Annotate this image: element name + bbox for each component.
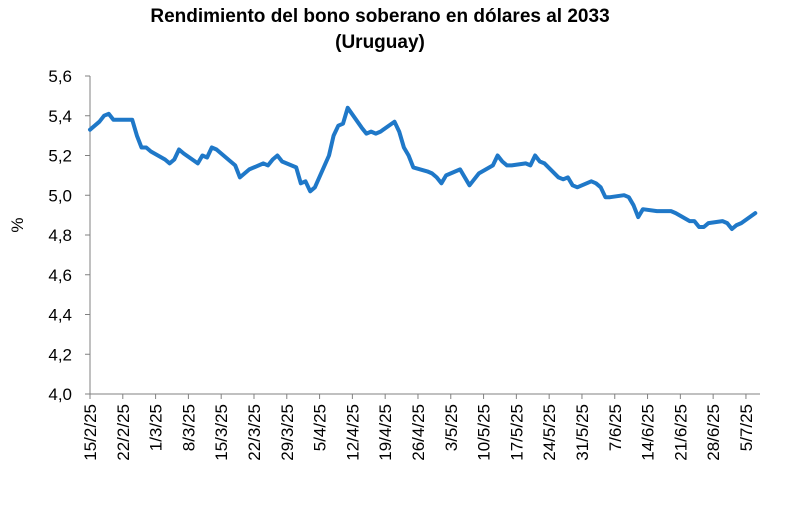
x-tick-label: 8/3/25	[179, 404, 198, 451]
y-tick-label: 4,8	[48, 226, 72, 245]
x-tick-label: 21/6/25	[671, 404, 690, 461]
x-tick-label: 19/4/25	[376, 404, 395, 461]
x-tick-label: 28/6/25	[704, 404, 723, 461]
y-tick-label: 4,6	[48, 266, 72, 285]
y-axis: 4,0 4,2 4,4 4,6 4,8 5,0 5,2 5,4 5,6	[48, 67, 91, 404]
y-tick-label: 5,2	[48, 147, 72, 166]
x-tick-label: 15/3/25	[212, 404, 231, 461]
x-tick-label: 7/6/25	[606, 404, 625, 451]
chart-subtitle: (Uruguay)	[335, 32, 425, 53]
y-tick-label: 5,4	[48, 107, 72, 126]
x-axis: 15/2/25 22/2/25 1/3/25 8/3/25 15/3/25 22/3/25…	[81, 393, 760, 461]
x-tick-label: 12/4/25	[343, 404, 362, 461]
y-tick-label: 4,0	[48, 385, 72, 404]
x-tick-label: 5/4/25	[311, 404, 330, 451]
chart-title-line1: Rendimiento del bono soberano en dólares…	[150, 6, 610, 27]
x-tick-label: 10/5/25	[475, 404, 494, 461]
x-tick-label: 22/2/25	[114, 404, 133, 461]
x-tick-label: 31/5/25	[573, 404, 592, 461]
series-line-0	[88, 105, 758, 231]
x-tick-label: 14/6/25	[639, 404, 658, 461]
y-tick-label: 4,4	[48, 306, 72, 325]
x-tick-label: 24/5/25	[540, 404, 559, 461]
x-tick-label: 1/3/25	[147, 404, 166, 451]
y-axis-label: %	[8, 217, 27, 232]
series-layer	[88, 105, 758, 231]
y-tick-label: 5,6	[48, 67, 72, 86]
x-tick-label: 5/7/25	[737, 404, 756, 451]
x-tick-label: 22/3/25	[245, 404, 264, 461]
x-tick-label: 26/4/25	[409, 404, 428, 461]
x-tick-label: 29/3/25	[278, 404, 297, 461]
x-tick-label: 15/2/25	[81, 404, 100, 461]
y-tick-label: 4,2	[48, 345, 72, 364]
x-tick-label: 3/5/25	[442, 404, 461, 451]
y-tick-label: 5,0	[48, 186, 72, 205]
chart-title: Rendimiento del bono soberano en dólares…	[0, 4, 760, 56]
x-tick-label: 17/5/25	[507, 404, 526, 461]
